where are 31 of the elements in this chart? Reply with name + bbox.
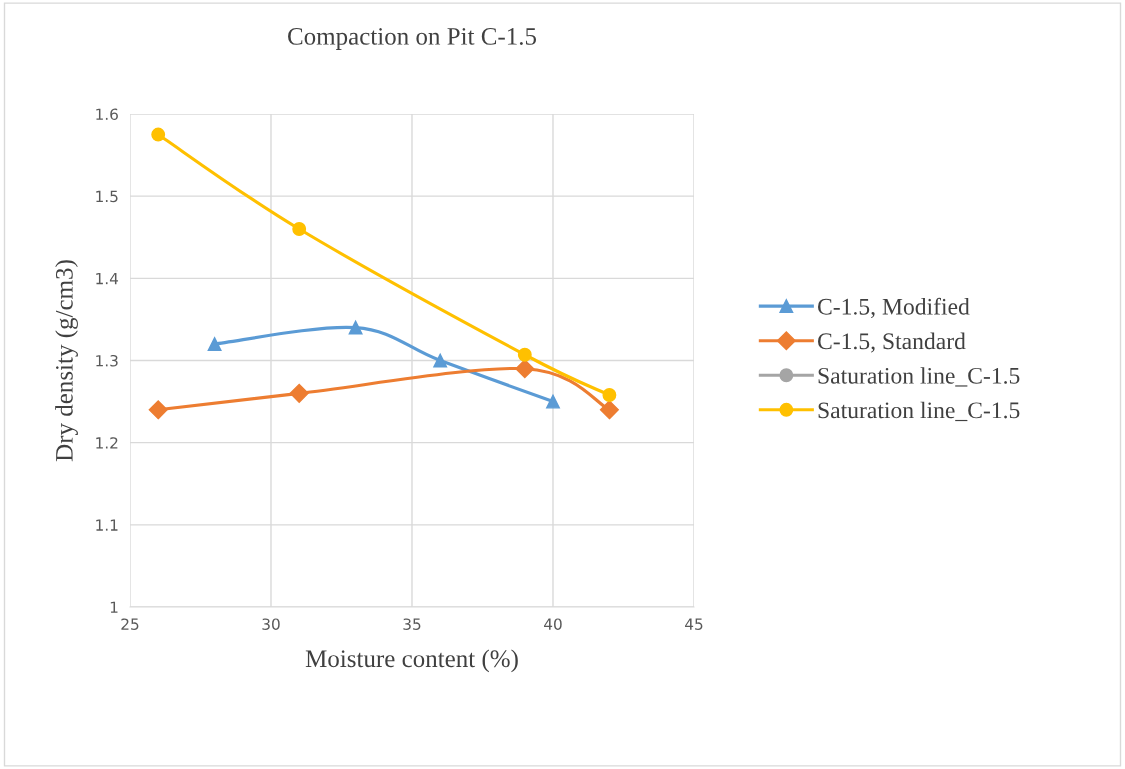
- point: [348, 320, 363, 335]
- x-axis-title: Moisture content (%): [305, 649, 518, 673]
- point: [148, 400, 168, 420]
- y-tick-label: 1.4: [96, 273, 119, 285]
- x-tick-label: 40: [544, 618, 562, 630]
- y-tick-label: 1.1: [96, 519, 118, 531]
- point: [599, 400, 619, 420]
- point: [151, 127, 166, 142]
- point: [515, 359, 535, 379]
- y-tick-label: 1.2: [96, 437, 118, 449]
- point: [289, 383, 309, 403]
- point: [292, 222, 307, 236]
- point: [207, 337, 222, 352]
- legend-label: C-1.5, Standard: [818, 332, 966, 353]
- point: [517, 347, 532, 362]
- point: [602, 388, 617, 402]
- point: [546, 394, 560, 409]
- legend-label: Saturation line_C-1.5: [818, 401, 1020, 422]
- x-tick-label: 45: [685, 618, 703, 630]
- x-tick-label: 30: [262, 618, 280, 630]
- y-tick-label: 1.6: [96, 108, 118, 121]
- point: [433, 353, 448, 368]
- y-tick-label: 1: [110, 601, 118, 613]
- x-tick-label: 25: [121, 618, 139, 630]
- legend-label: Saturation line_C-1.5: [818, 367, 1020, 387]
- chart-title: Compaction on Pit C-1.5: [288, 28, 537, 50]
- y-tick-label: 1.5: [96, 190, 118, 203]
- y-axis-title: Dry density (g/cm3): [55, 260, 78, 462]
- y-tick-label: 1.3: [96, 354, 118, 367]
- x-tick-label: 35: [403, 618, 421, 630]
- legend-label: C-1.5, Modified: [818, 297, 970, 319]
